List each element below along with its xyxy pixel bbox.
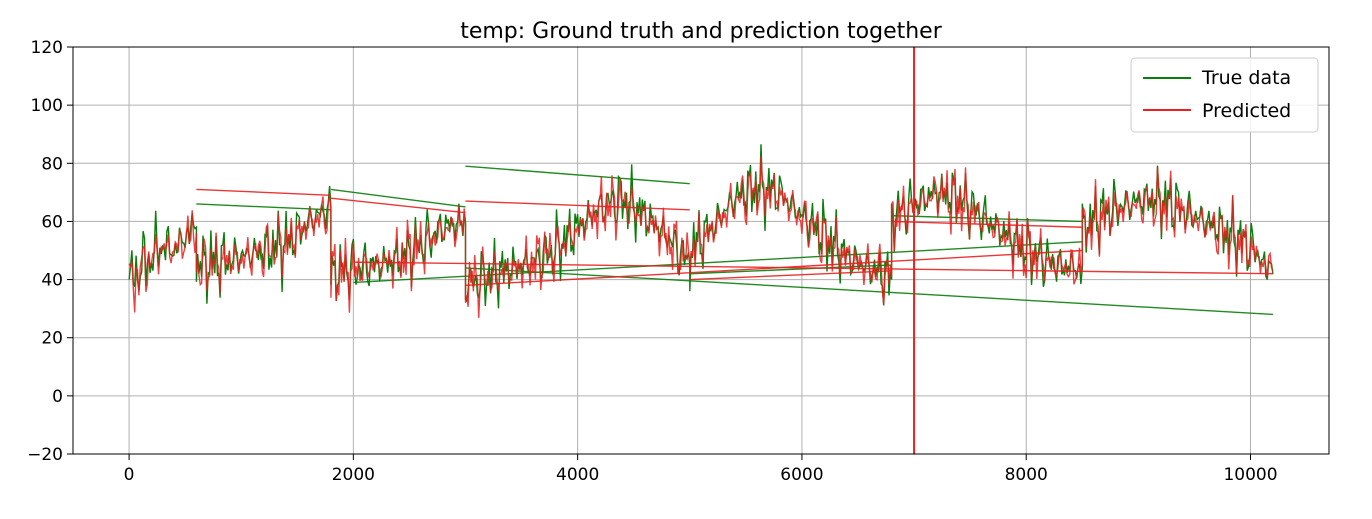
y-tick-label: 40 bbox=[41, 271, 63, 291]
series-connector-predicted bbox=[196, 188, 331, 196]
series-connector-true-data bbox=[353, 241, 1083, 284]
y-tick-label: 20 bbox=[41, 329, 63, 349]
series-connector-true-data bbox=[196, 203, 331, 211]
x-tick-label: 8000 bbox=[1005, 465, 1048, 485]
legend-label-true-data: True data bbox=[1201, 67, 1291, 89]
x-tick-label: 4000 bbox=[556, 465, 599, 485]
series-line-predicted bbox=[128, 156, 1274, 318]
series-line-true-data bbox=[128, 144, 1274, 309]
legend: True data Predicted bbox=[1130, 57, 1319, 133]
y-axis: −20 0 20 40 60 80 100 120 bbox=[27, 38, 73, 465]
plot-frame bbox=[72, 46, 1330, 455]
series-connector-true-data bbox=[465, 267, 1273, 316]
series-connector-predicted bbox=[465, 249, 1083, 287]
chart-title: temp: Ground truth and prediction togeth… bbox=[460, 19, 942, 44]
legend-box bbox=[1130, 57, 1319, 133]
y-tick-label: 0 bbox=[52, 387, 63, 407]
x-tick-label: 6000 bbox=[780, 465, 823, 485]
y-tick-label: 100 bbox=[31, 96, 63, 116]
legend-label-predicted: Predicted bbox=[1202, 100, 1291, 122]
y-tick-label: 120 bbox=[31, 38, 63, 58]
x-axis: 0 2000 4000 6000 8000 10000 bbox=[124, 454, 1278, 485]
x-tick-label: 10000 bbox=[1223, 465, 1277, 485]
x-tick-label: 0 bbox=[124, 465, 135, 485]
series-connector-predicted bbox=[465, 200, 690, 211]
y-tick-label: 80 bbox=[41, 154, 63, 174]
y-tick-label: 60 bbox=[41, 212, 63, 232]
series-connector-true-data bbox=[465, 165, 690, 185]
x-tick-label: 2000 bbox=[332, 465, 375, 485]
series-connector-true-data bbox=[330, 188, 466, 208]
y-tick-label: −20 bbox=[27, 445, 63, 465]
series-connector-predicted bbox=[891, 220, 1083, 228]
series-connector-predicted bbox=[353, 261, 1273, 275]
series-connector-predicted bbox=[689, 270, 892, 281]
series-layer bbox=[128, 144, 1274, 318]
series-connector-predicted bbox=[330, 197, 466, 214]
